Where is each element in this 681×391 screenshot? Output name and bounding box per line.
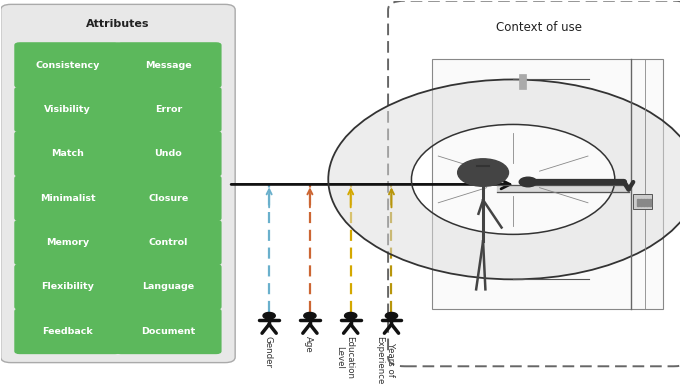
- FancyBboxPatch shape: [14, 131, 121, 177]
- FancyBboxPatch shape: [115, 220, 221, 265]
- FancyBboxPatch shape: [115, 42, 221, 88]
- FancyBboxPatch shape: [115, 86, 221, 133]
- FancyBboxPatch shape: [14, 264, 121, 310]
- Circle shape: [304, 312, 316, 319]
- Text: Years of
Experience: Years of Experience: [375, 336, 395, 384]
- FancyBboxPatch shape: [432, 59, 663, 309]
- Text: Memory: Memory: [46, 238, 89, 247]
- Text: Age: Age: [304, 336, 313, 353]
- Text: Feedback: Feedback: [42, 327, 93, 336]
- Text: Closure: Closure: [148, 194, 189, 203]
- Circle shape: [385, 312, 398, 319]
- Text: Document: Document: [141, 327, 195, 336]
- FancyBboxPatch shape: [115, 308, 221, 354]
- Bar: [643, 199, 646, 206]
- Bar: [519, 74, 526, 90]
- Circle shape: [345, 312, 357, 319]
- Bar: [639, 199, 642, 206]
- FancyBboxPatch shape: [115, 131, 221, 177]
- FancyBboxPatch shape: [14, 308, 121, 354]
- FancyBboxPatch shape: [633, 194, 652, 210]
- FancyBboxPatch shape: [115, 175, 221, 221]
- Circle shape: [519, 177, 537, 187]
- FancyBboxPatch shape: [14, 42, 121, 88]
- Text: Visibility: Visibility: [44, 105, 91, 114]
- Text: Error: Error: [155, 105, 182, 114]
- Bar: [637, 199, 639, 206]
- Text: Gender: Gender: [264, 336, 272, 368]
- FancyBboxPatch shape: [388, 1, 681, 366]
- Text: Education
Level: Education Level: [334, 336, 354, 379]
- Bar: [649, 199, 652, 206]
- Text: Message: Message: [145, 61, 191, 70]
- Text: Flexibility: Flexibility: [41, 282, 94, 291]
- Circle shape: [263, 312, 275, 319]
- Text: Minimalist: Minimalist: [39, 194, 95, 203]
- FancyBboxPatch shape: [14, 86, 121, 133]
- Polygon shape: [328, 79, 681, 279]
- FancyBboxPatch shape: [115, 264, 221, 310]
- Bar: [646, 199, 648, 206]
- FancyBboxPatch shape: [14, 175, 121, 221]
- Text: Attributes: Attributes: [86, 19, 150, 29]
- Circle shape: [458, 159, 509, 186]
- Text: Context of use: Context of use: [496, 21, 582, 34]
- FancyBboxPatch shape: [1, 4, 235, 362]
- Text: Consistency: Consistency: [35, 61, 99, 70]
- Text: Undo: Undo: [155, 149, 183, 158]
- Text: Language: Language: [142, 282, 195, 291]
- Text: Match: Match: [51, 149, 84, 158]
- FancyBboxPatch shape: [14, 220, 121, 265]
- Text: Control: Control: [148, 238, 188, 247]
